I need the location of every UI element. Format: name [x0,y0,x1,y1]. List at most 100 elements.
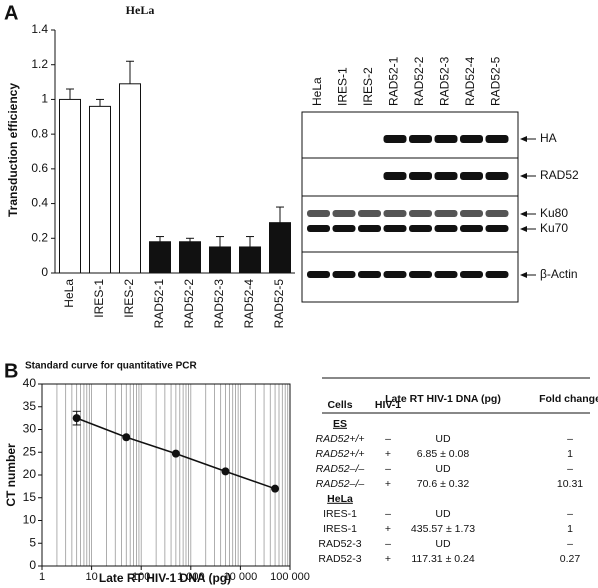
y-tick-label: 25 [23,444,37,458]
arrow-head [520,272,527,278]
table-cell: 70.6 ± 0.32 [417,478,470,490]
table-cell: – [567,463,573,475]
chart-title: Standard curve for quantitative PCR [25,361,197,372]
blot-band [332,225,356,232]
x-axis-label: Late RT HIV-1 DNA (pg) [99,571,231,585]
x-tick-label: IRES-1 [92,279,106,318]
blot-band [358,210,381,217]
table-cell: UD [435,433,451,445]
x-tick-label: 100 [132,571,150,583]
bar [59,98,81,274]
y-tick-label: 40 [23,376,37,390]
x-tick-label: 1 [39,571,45,583]
table-header: HIV-1 [375,399,401,411]
y-tick-label: 0.2 [31,230,48,244]
y-tick-label: 1 [41,92,48,106]
blot-band [485,210,509,217]
table-cell: UD [435,538,451,550]
blot-band [460,271,483,278]
table-cell: – [385,538,391,550]
blot-band [460,172,483,180]
table-header: Late RT HIV-1 DNA (pg) [385,393,501,405]
blot-band [485,225,509,232]
plot-frame [41,383,291,567]
table-cell: 435.57 ± 1.73 [411,523,475,535]
bar [149,241,171,274]
point [221,467,230,476]
x-tick-label: 1 000 [177,571,205,583]
blot-band [409,271,432,278]
blot-band [434,225,458,232]
lane-label: RAD52-2 [412,56,426,106]
blot-band [332,271,356,278]
y-axis-label: Transduction efficiency [6,83,20,217]
arrow-head [520,226,527,232]
table-cell: RAD52-3 [318,553,361,565]
blot-band [485,135,509,143]
y-tick-label: 0 [29,558,36,572]
point [171,449,180,458]
bar [239,246,261,274]
arrow-head [520,211,527,217]
blot-band [485,172,509,180]
y-tick-label: 10 [23,513,37,527]
table-header: Cells [327,399,352,411]
table-cell: IRES-1 [323,508,357,520]
lane-label: RAD52-5 [489,56,503,106]
y-axis-label: CT number [4,443,18,507]
y-tick-label: 0.6 [31,161,48,175]
x-tick-label: HeLa [62,279,76,308]
blot-band [409,135,432,143]
blot-band [409,172,432,180]
table-cell: + [385,448,391,460]
table-cell: RAD52–/– [316,463,365,475]
panel-label: A [4,2,18,24]
blot-band [409,210,432,217]
bar [269,222,291,274]
table-cell: – [567,538,573,550]
chart-title: HeLa [126,3,155,17]
blot-band [485,271,509,278]
blot-band [434,210,458,217]
band-label: HA [540,131,557,145]
blot-band [383,210,407,217]
blot-frame [301,111,519,303]
table-cell: – [385,508,391,520]
table-cell: + [385,478,391,490]
table-cell: RAD52-3 [318,538,361,550]
point [72,414,81,423]
table-cell: 6.85 ± 0.08 [417,448,470,460]
y-tick-label: 1.4 [31,22,48,36]
table-cell: 0.27 [560,553,581,565]
blot-band [332,210,356,217]
table-cell: – [385,433,391,445]
lane-label: IRES-2 [361,67,375,106]
arrow-head [520,136,527,142]
table-cell: UD [435,508,451,520]
panel-label: B [4,360,18,382]
x-tick-label: 10 [85,571,97,583]
lane-label: RAD52-4 [463,56,477,106]
section-title: HeLa [327,493,353,505]
y-tick-label: 20 [23,467,37,481]
y-tick-label: 30 [23,422,37,436]
table-cell: RAD52+/+ [315,433,364,445]
x-tick-label: 10 000 [224,571,258,583]
x-tick-label: RAD52-4 [242,279,256,329]
section-title: ES [333,418,347,430]
table-cell: + [385,553,391,565]
x-tick-label: RAD52-2 [182,279,196,329]
blot-band [434,135,458,143]
table-cell: 1 [567,523,573,535]
table-cell: 117.31 ± 0.24 [411,553,475,565]
blot-band [460,210,483,217]
y-tick-label: 0.4 [31,196,48,210]
point [122,433,131,442]
blot-band [434,271,458,278]
table-cell: UD [435,463,451,475]
x-tick-label: RAD52-1 [152,279,166,329]
lane-label: HeLa [310,77,324,106]
x-tick-label: IRES-2 [122,279,136,318]
bar [179,241,201,274]
